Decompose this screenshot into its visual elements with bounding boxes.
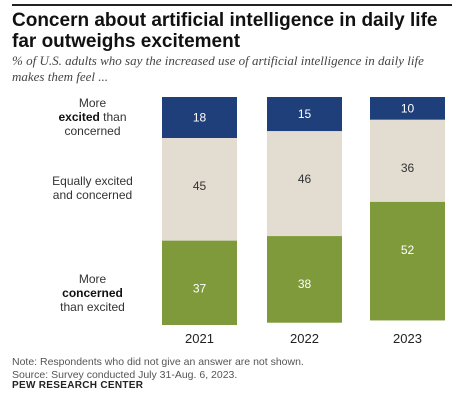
- data-label-2022-equal: 46: [298, 172, 312, 186]
- data-label-2021-excited: 18: [193, 111, 207, 125]
- data-label-2022-excited: 15: [298, 107, 312, 121]
- bar-2021-equal: [162, 138, 237, 241]
- legend-label-equal: Equally excited and concerned: [52, 174, 133, 202]
- chart-note: Note: Respondents who did not give an an…: [12, 356, 304, 381]
- chart-subtitle: % of U.S. adults who say the increased u…: [12, 53, 424, 84]
- bar-2022-excited: [267, 97, 342, 132]
- data-label-2023-equal: 36: [401, 161, 415, 175]
- bar-2021-excited: [162, 97, 237, 139]
- x-tick-label-2023: 2023: [393, 331, 422, 346]
- bar-2022-equal: [267, 131, 342, 237]
- pew-credit: PEW RESEARCH CENTER: [12, 380, 144, 391]
- bar-2023-excited: [370, 97, 445, 120]
- chart-title: Concern about artificial intelligence in…: [12, 10, 438, 52]
- top-rule: [12, 4, 452, 6]
- x-tick-label-2021: 2021: [185, 331, 214, 346]
- legend-label-excited: More excited than concerned: [58, 96, 127, 138]
- x-tick-label-2022: 2022: [290, 331, 319, 346]
- data-label-2021-equal: 45: [193, 179, 207, 193]
- bar-2023-concerned: [370, 201, 445, 321]
- bar-2021-concerned: [162, 240, 237, 325]
- data-label-2022-concerned: 38: [298, 277, 312, 291]
- data-label-2023-excited: 10: [401, 101, 415, 115]
- data-label-2021-concerned: 37: [193, 282, 207, 296]
- bar-2023-equal: [370, 119, 445, 202]
- bar-2022-concerned: [267, 236, 342, 323]
- data-label-2023-concerned: 52: [401, 243, 415, 257]
- legend-label-concerned: More concerned than excited: [60, 272, 125, 314]
